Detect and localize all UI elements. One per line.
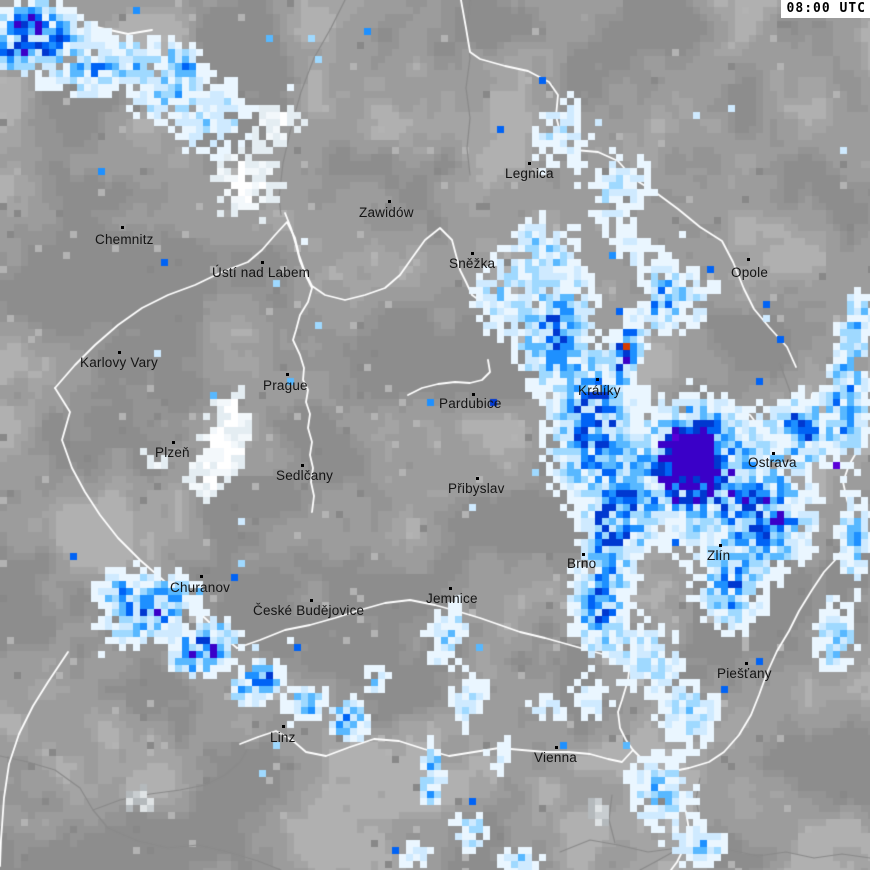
city-dot-icon <box>528 162 531 165</box>
city-dot-icon <box>301 464 304 467</box>
city-label: Zlín <box>707 548 731 563</box>
city-dot-icon <box>172 441 175 444</box>
city-dot-icon <box>719 544 722 547</box>
city-label: České Budějovice <box>253 603 365 618</box>
city-dot-icon <box>476 477 479 480</box>
city-label: Sedlčany <box>276 468 334 483</box>
city-dot-icon <box>282 725 285 728</box>
city-label: Králíky <box>578 383 621 398</box>
city-dot-icon <box>555 746 558 749</box>
city-dot-icon <box>471 252 474 255</box>
city-dot-icon <box>121 226 124 229</box>
timestamp-badge: 08:00 UTC <box>780 0 870 18</box>
city-dot-icon <box>118 351 121 354</box>
city-label: Piešťany <box>717 666 772 681</box>
city-label: Brno <box>567 556 597 571</box>
city-label: Prague <box>263 378 308 393</box>
city-label: Vienna <box>534 750 577 765</box>
city-label: Churanov <box>170 580 231 595</box>
city-label: Zawidów <box>359 205 414 220</box>
city-label: Linz <box>270 730 296 745</box>
city-dot-icon <box>200 575 203 578</box>
city-label: Plzeň <box>155 445 190 460</box>
city-label: Jemnice <box>426 591 478 606</box>
city-label: Sněžka <box>449 256 496 271</box>
city-label: Pardubice <box>439 396 502 411</box>
city-dot-icon <box>261 261 264 264</box>
city-label: Ústí nad Labem <box>212 265 311 280</box>
city-label: Přibyslav <box>448 481 505 496</box>
city-label: Legnica <box>505 166 554 181</box>
city-dot-icon <box>388 200 391 203</box>
city-dot-icon <box>310 599 313 602</box>
city-label: Ostrava <box>748 455 797 470</box>
city-label: Opole <box>731 265 769 280</box>
city-dot-icon <box>747 258 750 261</box>
city-dot-icon <box>772 452 775 455</box>
city-dot-icon <box>286 373 289 376</box>
city-dot-icon <box>582 553 585 556</box>
city-dot-icon <box>449 587 452 590</box>
city-label: Chemnitz <box>95 232 154 247</box>
city-dot-icon <box>745 662 748 665</box>
city-dot-icon <box>472 393 475 396</box>
city-label: Karlovy Vary <box>80 355 158 370</box>
city-dot-icon <box>596 378 599 381</box>
